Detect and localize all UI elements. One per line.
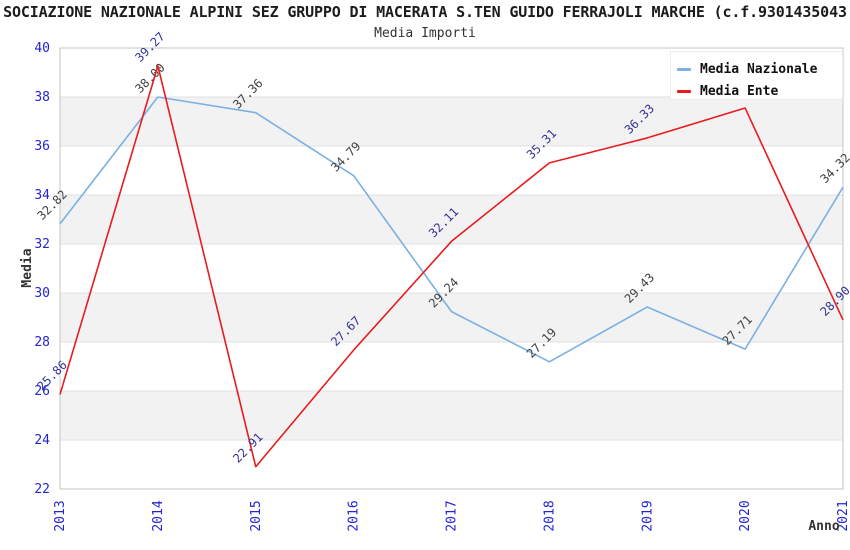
legend-item-media-ente: Media Ente [677, 83, 842, 99]
x-tick-label: 2018 [542, 500, 557, 531]
data-point-label: 25.86 [34, 358, 69, 393]
plot-band [60, 391, 843, 440]
x-tick-label: 2017 [445, 500, 460, 531]
data-point-label: 34.32 [817, 151, 850, 186]
legend-label-media-ente: Media Ente [700, 83, 779, 99]
x-tick-label: 2016 [347, 500, 362, 531]
legend-item-media-nazionale: Media Nazionale [677, 61, 842, 77]
x-tick-label: 2014 [151, 500, 166, 531]
y-tick-label: 28 [34, 335, 50, 350]
x-tick-label: 2021 [836, 500, 850, 531]
y-tick-label: 26 [34, 384, 50, 399]
y-tick-label: 22 [34, 482, 50, 497]
x-tick-label: 2013 [53, 500, 68, 531]
y-tick-label: 34 [34, 188, 50, 203]
legend-swatch-media-nazionale-icon [677, 67, 691, 71]
legend-swatch-media-ente-icon [677, 89, 691, 93]
plot-band [60, 97, 843, 146]
plot-band [60, 293, 843, 342]
y-tick-label: 32 [34, 237, 50, 252]
data-point-label: 39.27 [132, 29, 167, 64]
chart-subtitle: Media Importi [374, 26, 476, 41]
y-tick-label: 36 [34, 139, 50, 154]
y-tick-label: 30 [34, 286, 50, 301]
legend: Media Nazionale Media Ente [670, 51, 843, 100]
x-tick-label: 2019 [640, 500, 655, 531]
legend-label-media-nazionale: Media Nazionale [700, 61, 818, 77]
y-tick-label: 24 [34, 433, 50, 448]
page-title-wrap: SOCIAZIONE NAZIONALE ALPINI SEZ GRUPPO D… [0, 2, 850, 22]
series-line-media-ente [59, 65, 844, 468]
plot-band [60, 195, 843, 244]
series-line-media-nazionale [59, 96, 844, 363]
x-tick-label: 2020 [738, 500, 753, 531]
y-tick-label: 38 [34, 90, 50, 105]
x-axis-title: Anno [808, 519, 839, 534]
x-tick-label: 2015 [249, 500, 264, 531]
page-title: SOCIAZIONE NAZIONALE ALPINI SEZ GRUPPO D… [3, 3, 847, 21]
plot-border [59, 47, 844, 490]
y-tick-label: 40 [34, 41, 50, 56]
y-axis-title: Media [20, 248, 35, 287]
